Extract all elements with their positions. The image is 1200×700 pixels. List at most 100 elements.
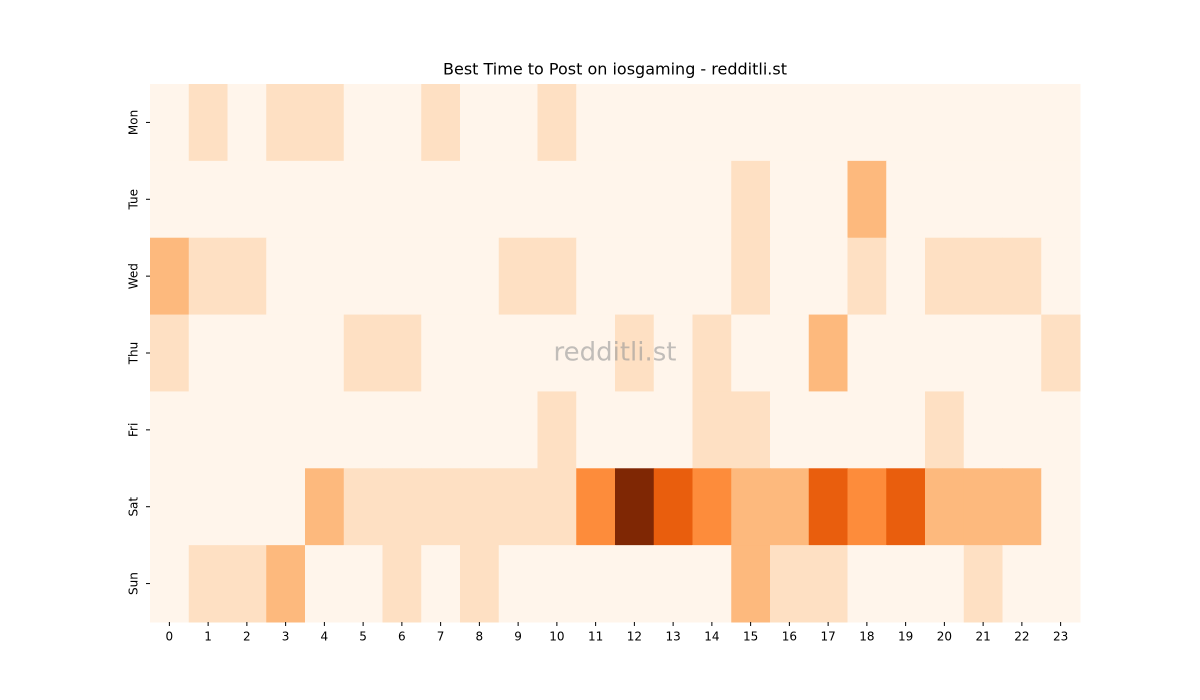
y-tick-label: Fri — [127, 423, 141, 437]
heatmap-cell — [1002, 468, 1042, 546]
heatmap-cell — [188, 468, 228, 546]
heatmap-cell — [653, 84, 693, 162]
heatmap-cell — [925, 468, 965, 546]
x-tick-label: 22 — [1014, 630, 1029, 644]
heatmap-cell — [731, 84, 771, 162]
heatmap-cell — [576, 237, 616, 316]
heatmap-cell — [576, 160, 616, 239]
heatmap-cell — [886, 391, 926, 469]
overlay: redditli.st — [554, 338, 677, 368]
heatmap-cell — [1041, 237, 1081, 316]
heatmap-cell — [343, 314, 383, 392]
heatmap-cell — [1002, 237, 1042, 316]
heatmap-cell — [382, 160, 422, 239]
heatmap-cell — [188, 237, 228, 316]
heatmap-cell — [770, 545, 810, 623]
heatmap-cell — [963, 391, 1003, 469]
heatmap-cell — [305, 160, 345, 239]
heatmap-cell — [1002, 314, 1042, 392]
heatmap-cell — [188, 84, 228, 162]
heatmap-cell — [886, 160, 926, 239]
heatmap-cell — [925, 314, 965, 392]
heatmap-cell — [615, 160, 655, 239]
watermark: redditli.st — [554, 338, 677, 368]
heatmap-cell — [963, 237, 1003, 316]
x-tick-label: 5 — [359, 630, 367, 644]
heatmap-cell — [576, 391, 616, 469]
heatmap-cell — [1002, 160, 1042, 239]
heatmap-cell — [460, 391, 500, 469]
heatmap-cell — [227, 84, 267, 162]
heatmap-cell — [925, 391, 965, 469]
heatmap-cell — [343, 84, 383, 162]
heatmap-cell — [615, 391, 655, 469]
heatmap-cell — [847, 545, 887, 623]
heatmap-cell — [808, 468, 848, 546]
heatmap-cell — [886, 84, 926, 162]
x-tick-label: 3 — [282, 630, 290, 644]
heatmap-cell — [770, 237, 810, 316]
x-tick-label: 0 — [166, 630, 174, 644]
heatmap-cell — [188, 314, 228, 392]
heatmap-cell — [421, 160, 461, 239]
heatmap-cell — [1041, 160, 1081, 239]
heatmap-cell — [692, 237, 732, 316]
heatmap-cell — [498, 314, 538, 392]
heatmap-cell — [1041, 468, 1081, 546]
heatmap-cell — [886, 545, 926, 623]
heatmap-cell — [498, 160, 538, 239]
x-tick-label: 20 — [937, 630, 952, 644]
heatmap-cell — [498, 545, 538, 623]
heatmap-cell — [421, 468, 461, 546]
heatmap-cell — [808, 545, 848, 623]
heatmap-cell — [963, 160, 1003, 239]
x-tick-label: 6 — [398, 630, 406, 644]
heatmap-cell — [692, 84, 732, 162]
heatmap-cell — [770, 468, 810, 546]
x-tick-label: 21 — [975, 630, 990, 644]
heatmap-cell — [731, 314, 771, 392]
heatmap-cell — [576, 545, 616, 623]
x-tick-label: 12 — [627, 630, 642, 644]
heatmap-cell — [150, 391, 190, 469]
heatmap-cell — [382, 545, 422, 623]
heatmap-cell — [266, 468, 306, 546]
heatmap-cell — [1041, 391, 1081, 469]
heatmap-cell — [576, 468, 616, 546]
heatmap-cell — [460, 84, 500, 162]
heatmap-cell — [305, 545, 345, 623]
heatmap-cell — [150, 160, 190, 239]
heatmap-cell — [227, 314, 267, 392]
heatmap-cell — [266, 160, 306, 239]
heatmap-cell — [576, 84, 616, 162]
heatmap-cell — [305, 84, 345, 162]
heatmap-cell — [963, 84, 1003, 162]
chart-title: Best Time to Post on iosgaming - redditl… — [443, 60, 787, 79]
heatmap-cell — [731, 545, 771, 623]
x-tick-label: 13 — [665, 630, 680, 644]
x-tick-label: 1 — [204, 630, 212, 644]
heatmap-cell — [576, 314, 616, 392]
heatmap-cell — [653, 160, 693, 239]
heatmap-cell — [770, 84, 810, 162]
heatmap-cell — [692, 545, 732, 623]
heatmap-cell — [653, 314, 693, 392]
heatmap-cell — [731, 160, 771, 239]
heatmap-cell — [343, 160, 383, 239]
heatmap-cell — [537, 468, 577, 546]
heatmap-cell — [692, 314, 732, 392]
heatmap-cell — [886, 468, 926, 546]
heatmap-cell — [150, 84, 190, 162]
heatmap-cell — [963, 314, 1003, 392]
heatmap-cell — [925, 160, 965, 239]
heatmap-cell — [498, 84, 538, 162]
heatmap-cell — [847, 314, 887, 392]
heatmap-cell — [227, 160, 267, 239]
x-tick-label: 8 — [476, 630, 484, 644]
heatmap-cell — [460, 545, 500, 623]
y-tick-label: Sat — [127, 497, 141, 517]
heatmap-cell — [615, 468, 655, 546]
heatmap-cell — [382, 237, 422, 316]
heatmap-cell — [847, 84, 887, 162]
